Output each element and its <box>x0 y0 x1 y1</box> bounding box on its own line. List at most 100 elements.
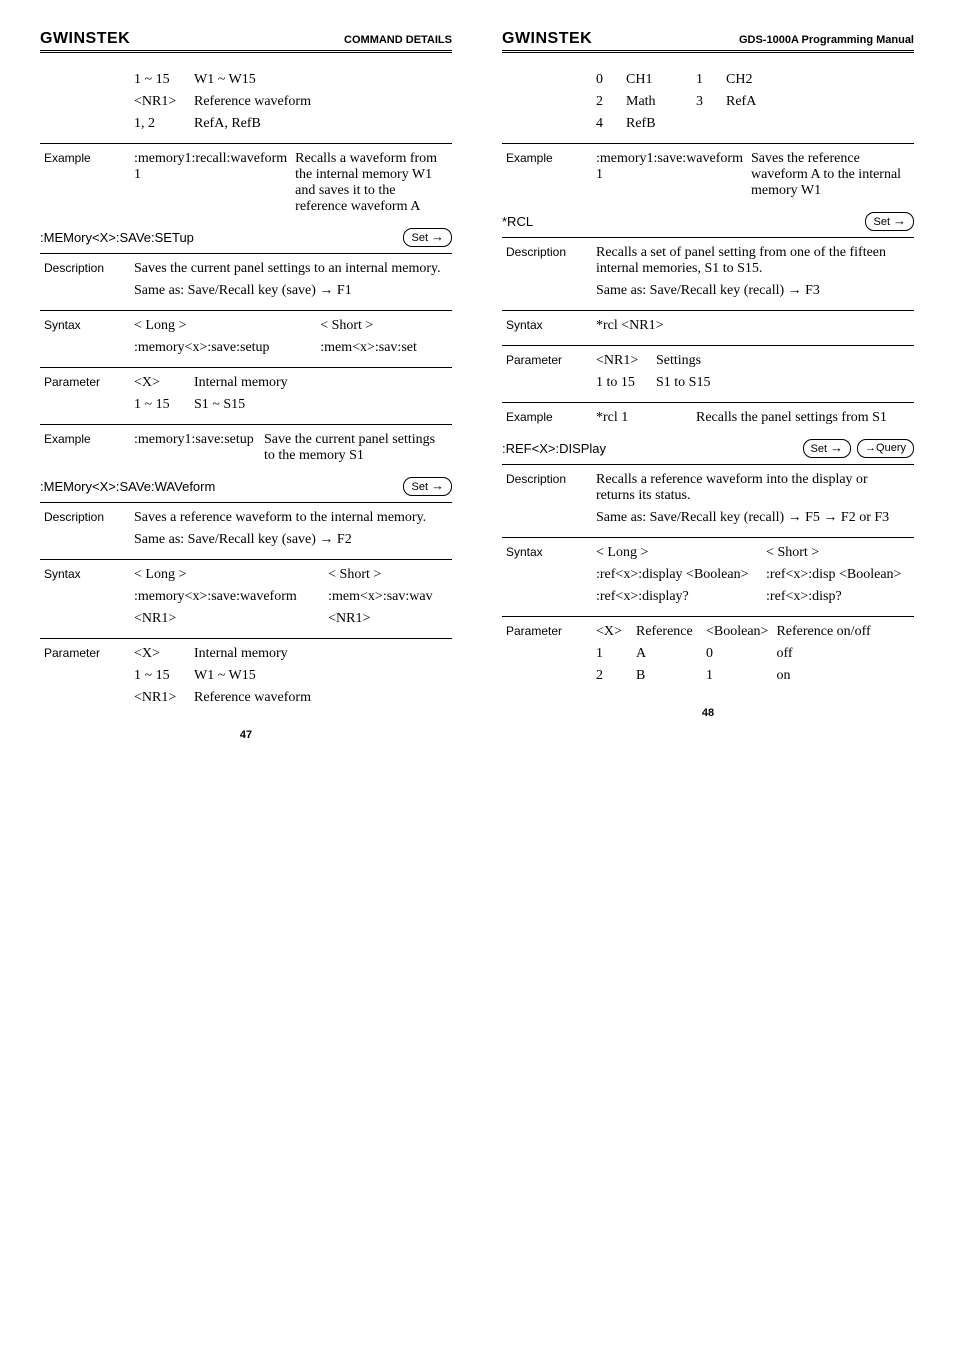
cell: S1 to S15 <box>656 375 710 390</box>
same-as: Same as: Save/Recall key (save) → F2 <box>134 532 352 547</box>
long-header: < Long > <box>596 545 648 560</box>
set-badge: Set <box>803 439 852 458</box>
example-block: Example:memory1:save:setupSave the curre… <box>40 429 452 467</box>
example-block: Example*rcl 1Recalls the panel settings … <box>502 407 914 429</box>
cell: W1 ~ W15 <box>194 668 256 683</box>
row-label: Parameter <box>44 375 100 389</box>
cell: <Boolean> <box>706 624 768 639</box>
cell: 1 ~ 15 <box>134 668 170 683</box>
cell: 2 <box>596 668 603 683</box>
cell: Internal memory <box>194 646 288 661</box>
top-value-table: 0CH11CH2 2Math3RefA 4RefB <box>502 69 914 135</box>
page-header: GWINSTEK COMMAND DETAILS <box>40 30 452 53</box>
set-badge: Set <box>865 212 914 231</box>
row-label: Syntax <box>506 318 543 332</box>
syntax-long: :memory<x>:save:waveform <box>134 589 297 604</box>
cell: W1 ~ W15 <box>194 72 256 87</box>
example-desc: Saves the reference waveform A to the in… <box>751 151 901 198</box>
page-header: GWINSTEK GDS-1000A Programming Manual <box>502 30 914 53</box>
same-as: Same as: Save/Recall key (recall) → F3 <box>596 283 820 298</box>
cell: <X> <box>134 375 160 390</box>
long-header: < Long > <box>134 318 186 333</box>
desc-text: Saves a reference waveform to the intern… <box>134 510 426 525</box>
parameter-block: Parameter<X>Internal memory 1 ~ 15S1 ~ S… <box>40 372 452 416</box>
cell: 1 ~ 15 <box>134 397 170 412</box>
command-name: :REF<X>:DISPlay <box>502 441 606 456</box>
command-heading: :MEMory<X>:SAVe:WAVeform Set <box>40 477 452 496</box>
example-block: Example :memory1:recall:waveform 1 Recal… <box>40 148 452 218</box>
query-text: Query <box>876 442 906 454</box>
row-label: Description <box>44 510 104 524</box>
syntax-short: :ref<x>:disp <Boolean> <box>766 567 901 582</box>
command-heading: *RCL Set <box>502 212 914 231</box>
syntax-short: <NR1> <box>328 611 370 626</box>
row-label: Description <box>44 261 104 275</box>
header-title: COMMAND DETAILS <box>344 34 452 46</box>
cell: 4 <box>596 116 603 131</box>
syntax-block: Syntax< Long >< Short > :memory<x>:save:… <box>40 315 452 359</box>
cell: <NR1> <box>134 690 176 705</box>
brand-logo: GWINSTEK <box>502 30 592 48</box>
syntax-long: :ref<x>:display <Boolean> <box>596 567 749 582</box>
cell: <X> <box>134 646 160 661</box>
cell: Internal memory <box>194 375 288 390</box>
syntax-long: <NR1> <box>134 611 176 626</box>
row-label: Example <box>44 151 91 165</box>
brand-logo: GWINSTEK <box>40 30 130 48</box>
cell: Math <box>626 94 656 109</box>
row-label: Example <box>506 410 553 424</box>
cell: RefB <box>626 116 656 131</box>
syntax-short: :ref<x>:disp? <box>766 589 842 604</box>
two-page-spread: GWINSTEK COMMAND DETAILS 1 ~ 15W1 ~ W15 … <box>40 30 914 741</box>
cell: 0 <box>706 646 713 661</box>
cell: 1 <box>706 668 713 683</box>
syntax-block: Syntax *rcl <NR1> <box>502 315 914 337</box>
row-label: Example <box>44 432 91 446</box>
top-value-table: 1 ~ 15W1 ~ W15 <NR1>Reference waveform 1… <box>40 69 452 135</box>
cell: CH1 <box>626 72 652 87</box>
syntax-short: :mem<x>:sav:wav <box>328 589 432 604</box>
syntax-text: *rcl <NR1> <box>596 318 664 333</box>
parameter-block: Parameter<NR1>Settings 1 to 15S1 to S15 <box>502 350 914 394</box>
example-desc: Save the current panel settings to the m… <box>264 432 435 463</box>
cell: 1 ~ 15 <box>134 72 170 87</box>
command-heading: :REF<X>:DISPlay Set →Query <box>502 439 914 458</box>
syntax-long: :ref<x>:display? <box>596 589 689 604</box>
set-badge: Set <box>403 477 452 496</box>
syntax-long: :memory<x>:save:setup <box>134 340 270 355</box>
page-number: 47 <box>40 729 452 741</box>
command-heading: :MEMory<X>:SAVe:SETup Set <box>40 228 452 247</box>
parameter-block: Parameter<X>Reference<Boolean>Reference … <box>502 621 914 687</box>
cell: 1 <box>696 72 703 87</box>
row-label: Parameter <box>506 353 562 367</box>
cell: off <box>776 646 792 661</box>
row-label: Syntax <box>44 318 81 332</box>
example-desc: Recalls a waveform from the internal mem… <box>295 151 437 214</box>
page-number: 48 <box>502 707 914 719</box>
long-header: < Long > <box>134 567 186 582</box>
row-label: Syntax <box>44 567 81 581</box>
cell: on <box>776 668 790 683</box>
desc-text: Saves the current panel settings to an i… <box>134 261 441 276</box>
desc-text: Recalls a set of panel setting from one … <box>596 245 886 276</box>
syntax-block: Syntax< Long >< Short > :ref<x>:display … <box>502 542 914 608</box>
cell: 3 <box>696 94 703 109</box>
same-as: Same as: Save/Recall key (recall) → F5 →… <box>596 510 889 525</box>
cell: Reference waveform <box>194 690 311 705</box>
description-block: Description Saves the current panel setti… <box>40 258 452 302</box>
cell: <NR1> <box>596 353 638 368</box>
desc-text: Recalls a reference waveform into the di… <box>596 472 868 503</box>
row-label: Syntax <box>506 545 543 559</box>
description-block: DescriptionRecalls a set of panel settin… <box>502 242 914 302</box>
header-title: GDS-1000A Programming Manual <box>739 34 914 46</box>
description-block: Description Recalls a reference waveform … <box>502 469 914 529</box>
cell: B <box>636 668 645 683</box>
query-badge: →Query <box>857 439 914 458</box>
row-label: Description <box>506 472 566 486</box>
short-header: < Short > <box>328 567 381 582</box>
page-right: GWINSTEK GDS-1000A Programming Manual 0 C… <box>502 30 914 741</box>
example-desc: Recalls the panel settings from S1 <box>696 410 887 425</box>
cell: Reference waveform <box>194 94 311 109</box>
set-badge: Set <box>403 228 452 247</box>
syntax-short: :mem<x>:sav:set <box>320 340 417 355</box>
